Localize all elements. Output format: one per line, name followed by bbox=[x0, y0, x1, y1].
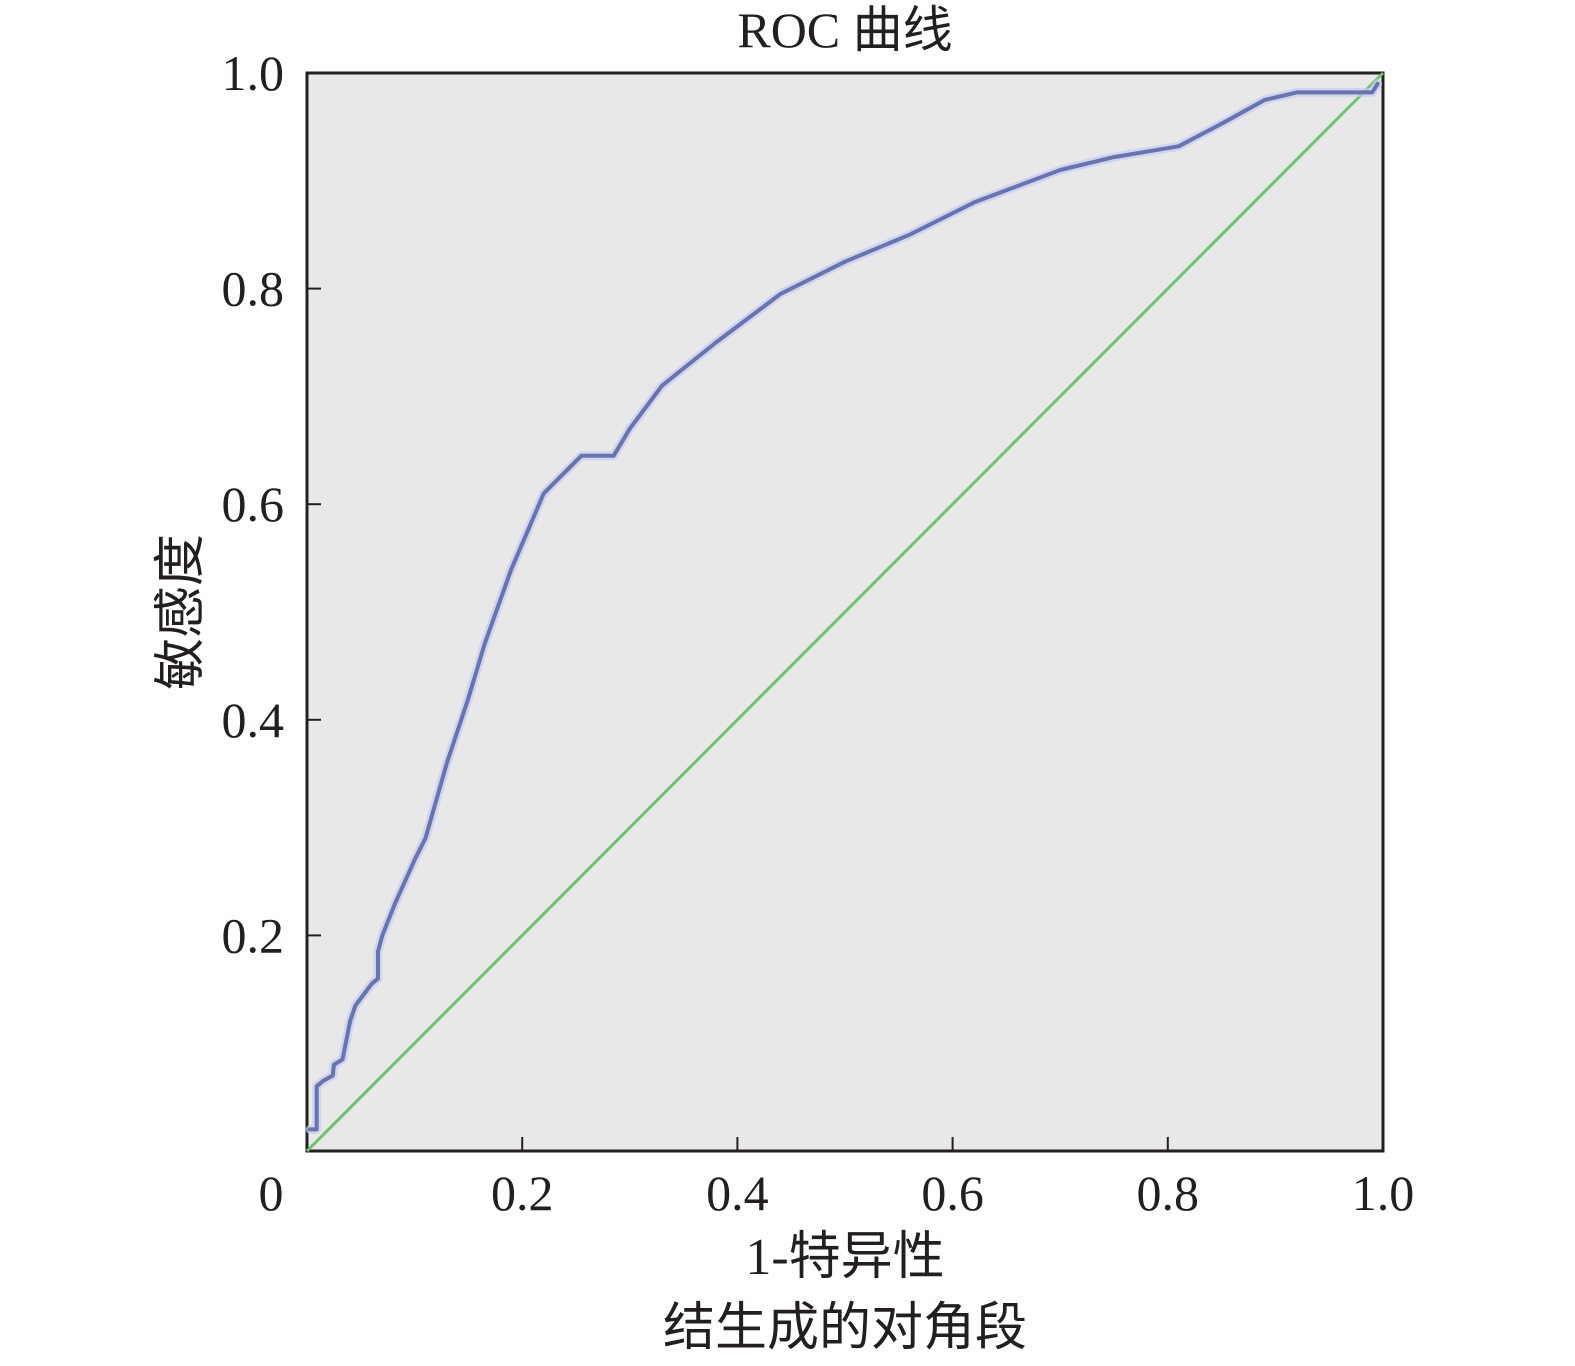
x-tick-label: 0 bbox=[259, 1165, 284, 1221]
x-tick-label: 0.4 bbox=[706, 1165, 769, 1221]
y-tick-label: 0.2 bbox=[222, 907, 285, 963]
x-tick-label: 0.2 bbox=[491, 1165, 554, 1221]
y-tick-label: 0.8 bbox=[222, 261, 285, 317]
x-tick-label: 1.0 bbox=[1352, 1165, 1415, 1221]
x-tick-label: 0.8 bbox=[1137, 1165, 1200, 1221]
y-tick-label: 0.4 bbox=[222, 692, 285, 748]
x-tick-label: 0.6 bbox=[921, 1165, 984, 1221]
roc-curve-line bbox=[308, 81, 1380, 1132]
y-axis-label: 敏感度 bbox=[153, 534, 210, 690]
y-tick-label: 0.6 bbox=[222, 476, 285, 532]
series-layer bbox=[305, 71, 1385, 1153]
y-tick-label: 1.0 bbox=[222, 45, 285, 101]
diagonal-note: 结生成的对角段 bbox=[663, 1300, 1027, 1357]
axis-ticks: 0 0.2 0.4 0.6 0.8 1.0 0.2 0.4 0.6 0.8 1.0 bbox=[222, 45, 1415, 1221]
x-axis-label: 1-特异性 bbox=[745, 1229, 944, 1286]
reference-diagonal-line bbox=[305, 71, 1385, 1153]
chart-title: ROC 曲线 bbox=[737, 2, 952, 58]
